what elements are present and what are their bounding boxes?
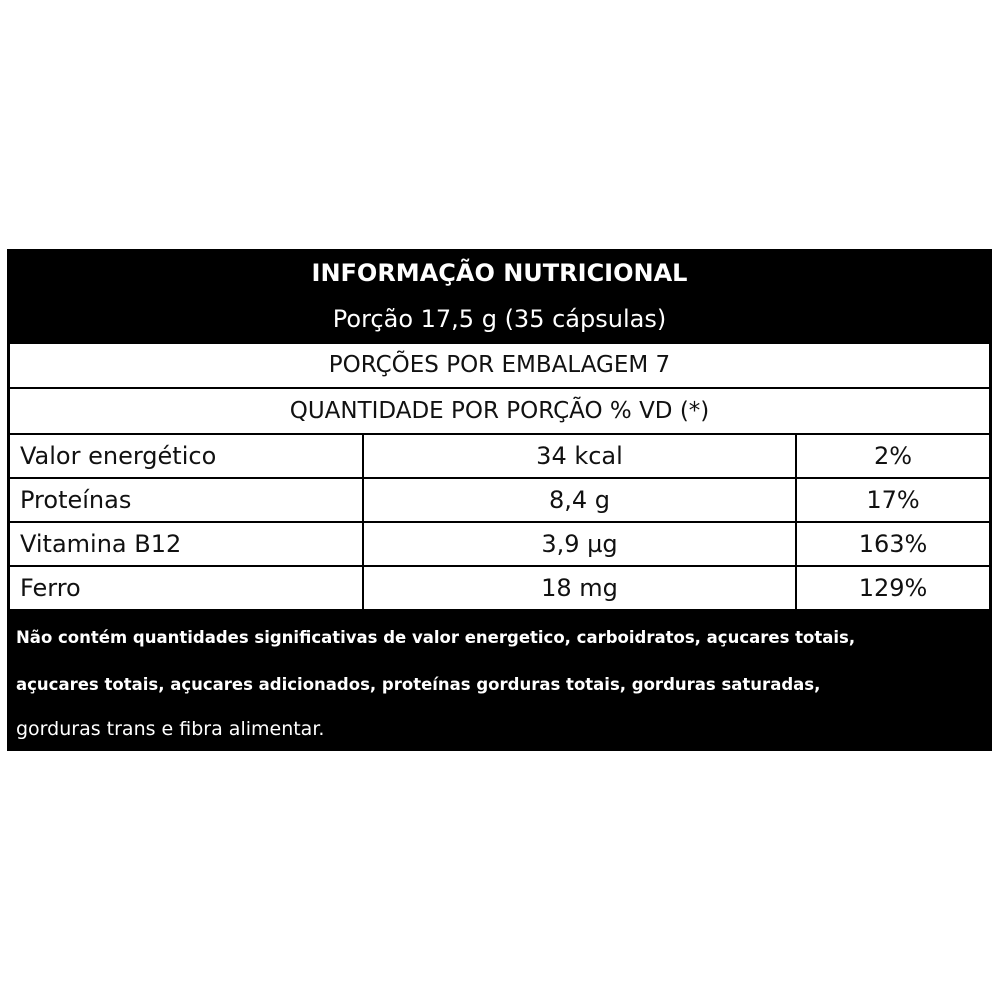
- nutrient-amount: 34 kcal: [364, 435, 795, 477]
- nutrient-name: Valor energético: [10, 435, 362, 477]
- table-row: Proteínas 8,4 g 17%: [7, 479, 992, 521]
- column-header: QUANTIDADE POR PORÇÃO % VD (*): [10, 389, 989, 433]
- nutrient-amount: 18 mg: [364, 567, 795, 609]
- footnote-line: Não contém quantidades significativas de…: [16, 628, 856, 647]
- nutrient-name: Proteínas: [10, 479, 362, 521]
- nutrient-amount: 8,4 g: [364, 479, 795, 521]
- footnote: Não contém quantidades significativas de…: [7, 611, 992, 751]
- servings-per-package: PORÇÕES POR EMBALAGEM 7: [10, 344, 989, 387]
- table-row: Valor energético 34 kcal 2%: [7, 435, 992, 477]
- table-row: Ferro 18 mg 129%: [7, 567, 992, 609]
- nutrition-facts-table: INFORMAÇÃO NUTRICIONAL Porção 17,5 g (35…: [7, 249, 992, 751]
- nutrient-dv: 129%: [797, 567, 989, 609]
- nutrient-name: Ferro: [10, 567, 362, 609]
- nutrient-dv: 163%: [797, 523, 989, 565]
- nutrient-dv: 17%: [797, 479, 989, 521]
- nutrient-amount: 3,9 µg: [364, 523, 795, 565]
- nutrient-name: Vitamina B12: [10, 523, 362, 565]
- table-row: Vitamina B12 3,9 µg 163%: [7, 523, 992, 565]
- nutrient-dv: 2%: [797, 435, 989, 477]
- table-title: INFORMAÇÃO NUTRICIONAL: [311, 259, 688, 287]
- serving-size: Porção 17,5 g (35 cápsulas): [332, 305, 667, 333]
- footnote-line: gorduras trans e fibra alimentar.: [16, 718, 325, 740]
- table-header: INFORMAÇÃO NUTRICIONAL Porção 17,5 g (35…: [7, 249, 992, 342]
- footnote-line: açucares totais, açucares adicionados, p…: [16, 675, 821, 694]
